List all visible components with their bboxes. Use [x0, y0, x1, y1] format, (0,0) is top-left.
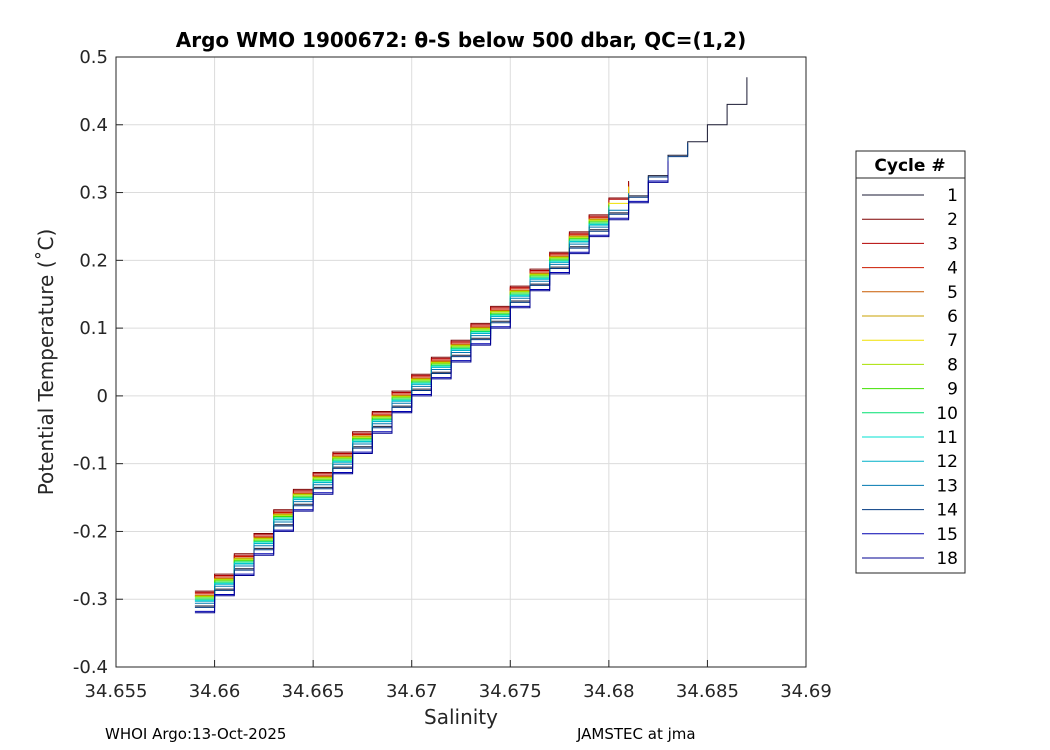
grid-lines [116, 57, 806, 667]
legend-label-9: 9 [947, 380, 958, 400]
legend-label-14: 14 [936, 501, 958, 521]
legend-title: Cycle # [874, 156, 945, 176]
x-tick-label: 34.655 [85, 681, 148, 702]
chart-title: Argo WMO 1900672: θ-S below 500 dbar, QC… [176, 28, 746, 52]
series-line-18 [194, 162, 669, 614]
legend-label-3: 3 [947, 234, 958, 254]
y-tick-label: -0.4 [73, 657, 108, 678]
legend-label-8: 8 [947, 355, 958, 375]
footer-credit: WHOI Argo:13-Oct-2025 [105, 725, 287, 743]
legend-label-2: 2 [947, 210, 958, 230]
x-tick-label: 34.665 [282, 681, 345, 702]
y-tick-label: 0.4 [79, 115, 108, 136]
legend-label-5: 5 [947, 283, 958, 303]
plot-frame [115, 56, 807, 668]
y-axis-label: Potential Temperature (˚C) [34, 229, 58, 496]
x-tick-label: 34.675 [479, 681, 542, 702]
x-axis-label: Salinity [424, 705, 498, 729]
x-tick-label: 34.68 [583, 681, 635, 702]
x-tick-label: 34.685 [676, 681, 739, 702]
legend-label-18: 18 [936, 549, 958, 569]
x-tick-label: 34.69 [780, 681, 832, 702]
y-tick-label: 0.5 [79, 47, 108, 68]
legend-label-13: 13 [936, 476, 958, 496]
series-line-12 [194, 208, 610, 602]
legend-box [855, 150, 966, 574]
x-tick-label: 34.67 [386, 681, 438, 702]
legend-label-11: 11 [936, 428, 958, 448]
legend-label-12: 12 [936, 452, 958, 472]
y-tick-label: -0.2 [73, 521, 108, 542]
legend-label-7: 7 [947, 331, 958, 351]
legend-label-6: 6 [947, 307, 958, 327]
footer-source: JAMSTEC at jma [577, 725, 696, 743]
series-lines [194, 77, 748, 614]
legend-label-10: 10 [936, 404, 958, 424]
y-tick-label: 0 [97, 386, 108, 407]
y-tick-label: 0.2 [79, 250, 108, 271]
x-axis-ticks: 34.655 34.66 34.665 34.67 34.675 34.68 34.685 3… [85, 660, 832, 702]
y-tick-label: 0.1 [79, 318, 108, 339]
y-tick-label: 0.3 [79, 183, 108, 204]
y-tick-label: -0.1 [73, 454, 108, 475]
legend-label-4: 4 [947, 259, 958, 279]
series-line-15 [194, 160, 669, 612]
y-tick-label: -0.3 [73, 589, 108, 610]
y-axis-ticks: -0.4 -0.3 -0.2 -0.1 0 0.1 0.2 0.3 0.4 0.5 [73, 47, 123, 678]
legend-label-15: 15 [936, 525, 958, 545]
legend-label-1: 1 [947, 186, 958, 206]
x-tick-label: 34.66 [189, 681, 241, 702]
